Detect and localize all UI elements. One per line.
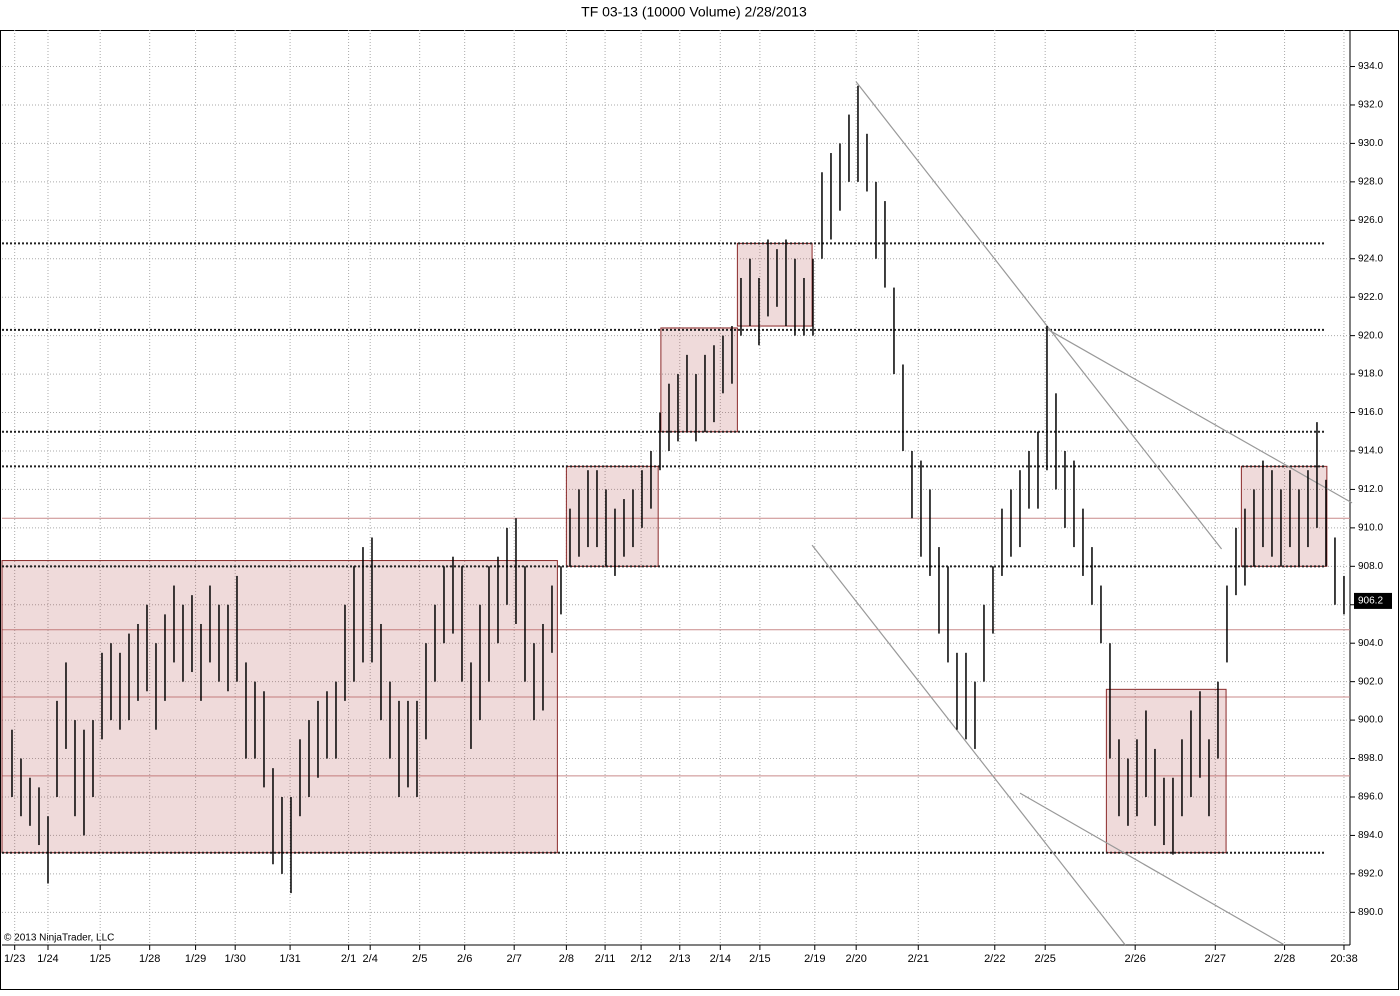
y-tick-label: 894.0 [1358,830,1383,841]
x-tick-label: 2/22 [984,953,1005,965]
x-tick-label: 2/25 [1034,953,1055,965]
zone [1105,688,1227,854]
last-price-label: 906.2 [1358,596,1383,607]
y-tick-label: 900.0 [1358,715,1383,726]
y-tick-label: 904.0 [1358,638,1383,649]
y-tick-label: 932.0 [1358,100,1383,111]
x-tick-label: 2/7 [507,953,522,965]
y-tick-label: 890.0 [1358,907,1383,918]
x-tick-label: 20:38 [1330,953,1358,965]
trend-line [811,544,1126,946]
x-tick-label: 2/5 [412,953,427,965]
x-tick-label: 2/1 [341,953,356,965]
y-tick-label: 898.0 [1358,753,1383,764]
y-tick-label: 920.0 [1358,330,1383,341]
frame [0,30,1399,990]
zone [660,327,738,433]
y-tick-label: 914.0 [1358,446,1383,457]
y-tick-label: 924.0 [1358,253,1383,264]
x-tick-label: 1/23 [4,953,25,965]
y-tick-label: 912.0 [1358,484,1383,495]
copyright: © 2013 NinjaTrader, LLC [4,933,114,944]
zone [1,560,558,854]
y-tick-label: 918.0 [1358,369,1383,380]
zone [736,242,813,327]
x-tick-label: 2/4 [363,953,378,965]
trend-line [1044,327,1353,504]
x-tick-label: 2/21 [908,953,929,965]
zone [1240,465,1328,567]
x-tick-label: 1/24 [37,953,58,965]
x-tick-label: 2/19 [804,953,825,965]
y-tick-label: 934.0 [1358,61,1383,72]
y-tick-label: 916.0 [1358,407,1383,418]
x-tick-label: 2/11 [595,953,616,965]
x-tick-label: 1/29 [185,953,206,965]
x-tick-label: 2/6 [457,953,472,965]
y-tick-label: 910.0 [1358,523,1383,534]
x-tick-label: 2/27 [1205,953,1226,965]
x-tick-label: 2/8 [559,953,574,965]
x-tick-label: 2/20 [845,953,866,965]
x-tick-label: 1/30 [224,953,245,965]
y-tick-label: 902.0 [1358,676,1383,687]
y-tick-label: 928.0 [1358,176,1383,187]
x-tick-label: 2/14 [710,953,731,965]
trend-line [1019,792,1285,946]
y-tick-label: 926.0 [1358,215,1383,226]
y-tick-label: 908.0 [1358,561,1383,572]
trend-line [855,81,1223,550]
x-tick-label: 2/13 [669,953,690,965]
chart-title: TF 03-13 (10000 Volume) 2/28/2013 [581,4,807,20]
x-tick-label: 2/26 [1124,953,1145,965]
x-tick-label: 1/31 [279,953,300,965]
y-tick-label: 930.0 [1358,138,1383,149]
y-tick-label: 892.0 [1358,869,1383,880]
y-tick-label: 922.0 [1358,292,1383,303]
x-tick-label: 2/28 [1274,953,1295,965]
x-tick-label: 1/28 [139,953,160,965]
x-tick-label: 1/25 [89,953,110,965]
y-tick-label: 896.0 [1358,792,1383,803]
last-price-box [1354,592,1392,609]
x-tick-label: 2/12 [630,953,651,965]
zone [565,465,659,567]
x-tick-label: 2/15 [749,953,770,965]
